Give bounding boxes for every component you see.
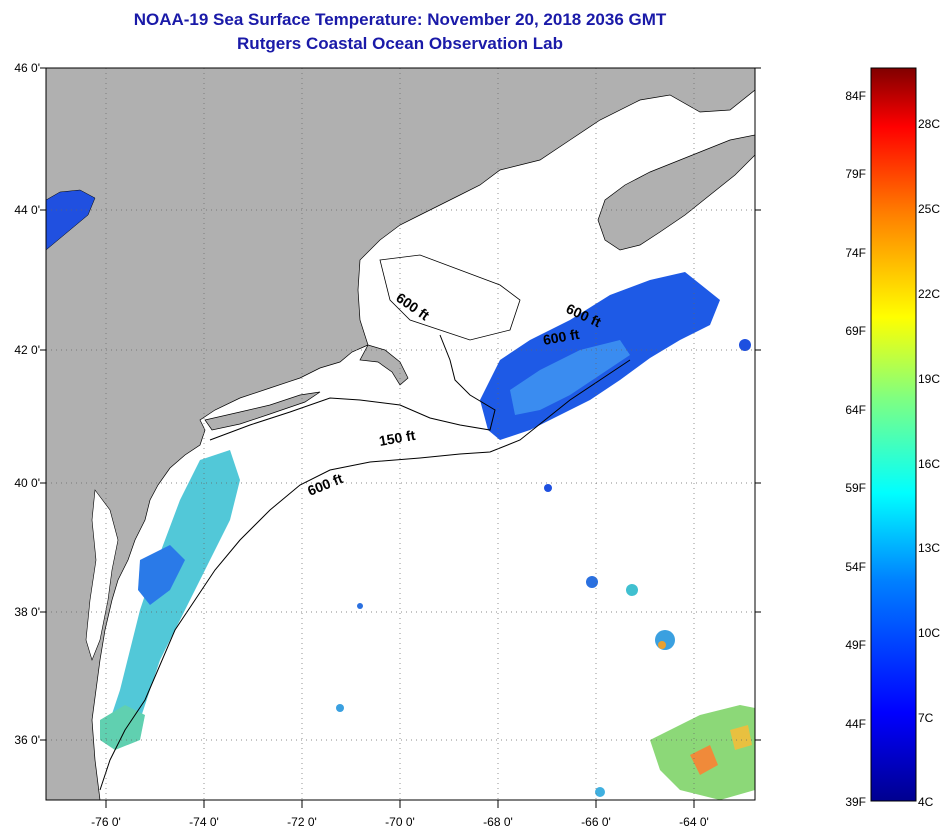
land-mainland [46,68,755,800]
colorbar-c-label: 10C [918,626,941,640]
lat-label: 42 0' [14,343,40,357]
sst-patch-coastal-blue [138,545,185,605]
colorbar-c-label: 22C [918,287,941,301]
colorbar-c-label: 25C [918,202,941,216]
lat-label: 46 0' [14,61,40,75]
map-title: NOAA-19 Sea Surface Temperature: Novembe… [133,10,667,29]
contour-label-150ft: 150 ft [378,427,417,449]
colorbar-f-label: 39F [845,795,866,809]
land-nova-scotia [597,134,755,251]
sst-spot [626,584,638,596]
lake-ontario [46,189,96,251]
map-subtitle: Rutgers Coastal Ocean Observation Lab [237,34,563,53]
land-long-island [204,391,321,431]
colorbar-f-label: 69F [845,324,866,338]
lon-label: -74 0' [189,815,219,829]
chesapeake-bay [85,489,119,661]
sst-patch-southeast-warm2 [730,725,752,750]
sst-spot [336,704,344,712]
colorbar-c-label: 4C [918,795,934,809]
contour-600ft-gulf [379,254,521,341]
sst-patch-southeast-warm [690,745,718,775]
contour-600ft-shelf [99,359,631,791]
colorbar [870,67,917,802]
sst-patch-georges-light [510,340,630,415]
sst-spot [739,339,751,351]
colorbar-f-label: 44F [845,717,866,731]
land-cape-cod [359,344,409,386]
sst-spot [544,484,552,492]
colorbar-c-label: 7C [918,711,934,725]
lat-label: 44 0' [14,203,40,217]
colorbar-f-label: 84F [845,89,866,103]
lat-label: 40 0' [14,476,40,490]
colorbar-f-label: 79F [845,167,866,181]
colorbar-c-label: 13C [918,541,941,555]
colorbar-c-label: 16C [918,457,941,471]
sst-spot [595,787,605,797]
sst-spot [357,603,363,609]
colorbar-f-label: 59F [845,481,866,495]
colorbar-c-label: 19C [918,372,941,386]
colorbar-f-label: 74F [845,246,866,260]
tick-marks [40,67,761,808]
sst-spot [658,641,666,649]
lon-label: -64 0' [679,815,709,829]
grid-lines [46,68,755,800]
sst-patch-coastal [110,450,240,740]
lat-label: 38 0' [14,605,40,619]
lon-label: -72 0' [287,815,317,829]
contour-150ft [209,334,496,441]
colorbar-f-label: 54F [845,560,866,574]
lon-label: -70 0' [385,815,415,829]
lon-label: -68 0' [483,815,513,829]
colorbar-f-label: 49F [845,638,866,652]
lat-label: 36 0' [14,733,40,747]
sst-spot [586,576,598,588]
lon-label: -76 0' [91,815,121,829]
contour-label-600ft: 600 ft [542,326,581,348]
colorbar-f-label: 64F [845,403,866,417]
lon-label: -66 0' [581,815,611,829]
colorbar-c-label: 28C [918,117,941,131]
